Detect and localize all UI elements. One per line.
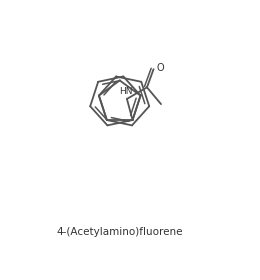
Text: HN: HN <box>119 87 132 96</box>
Text: O: O <box>157 63 165 73</box>
Text: 4-(Acetylamino)fluorene: 4-(Acetylamino)fluorene <box>56 227 183 237</box>
